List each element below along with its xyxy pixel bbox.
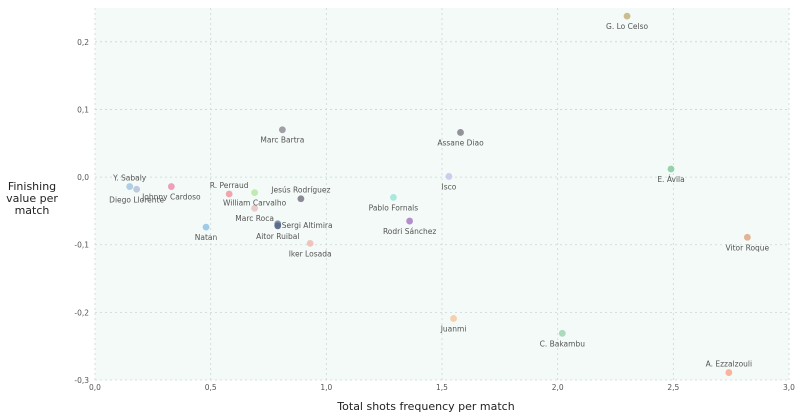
data-points — [126, 12, 751, 376]
y-axis-title: Finishing value per match — [6, 180, 58, 217]
data-point[interactable] — [251, 204, 259, 212]
data-point[interactable] — [306, 239, 314, 247]
data-point[interactable] — [743, 233, 751, 241]
data-point[interactable] — [558, 329, 566, 337]
data-point[interactable] — [167, 183, 175, 190]
axis-ticks: 0,0 0,5 1,0 1,5 2,0 2,5 3,0 0,2 0,1 0,0 -0,1 -0,2 -0… — [74, 38, 795, 392]
data-point[interactable] — [278, 126, 286, 134]
point-label: Isco — [442, 182, 457, 191]
point-label: Johnny Cardoso — [141, 193, 201, 202]
y-tick-label: 0,2 — [77, 38, 89, 47]
x-tick-label: 2,5 — [667, 383, 679, 392]
data-point[interactable] — [406, 217, 414, 225]
data-point[interactable] — [457, 129, 464, 136]
data-point[interactable] — [251, 189, 259, 197]
data-point[interactable] — [202, 223, 210, 231]
data-point[interactable] — [623, 12, 631, 20]
data-point[interactable] — [133, 185, 141, 193]
y-tick-label: -0,3 — [74, 376, 89, 385]
point-label: Marc Bartra — [260, 136, 304, 145]
x-tick-label: 2,0 — [552, 383, 564, 392]
x-tick-label: 1,0 — [320, 383, 332, 392]
x-tick-label: 1,5 — [436, 383, 448, 392]
point-label: William Carvalho — [223, 199, 287, 208]
data-point[interactable] — [445, 173, 453, 180]
data-point[interactable] — [126, 183, 134, 190]
point-label: Vitor Roque — [726, 243, 770, 252]
x-tick-label: 0,0 — [89, 383, 101, 392]
data-point[interactable] — [225, 190, 233, 198]
point-label: A. Ezzalzouli — [706, 360, 753, 369]
x-tick-label: 3,0 — [783, 383, 795, 392]
point-label: Sergi Altimira — [282, 221, 333, 230]
data-point[interactable] — [725, 369, 733, 376]
point-label: Aitor Ruibal — [256, 232, 299, 241]
point-label: G. Lo Celso — [606, 22, 648, 31]
point-label: R. Perraud — [210, 181, 249, 190]
x-axis-title: Total shots frequency per match — [337, 400, 515, 413]
point-label: Diego Llorente — [109, 195, 164, 204]
y-tick-label: 0,0 — [77, 173, 89, 182]
point-label: Iker Losada — [289, 249, 332, 258]
point-label: E. Ávila — [657, 175, 684, 184]
point-label: Pablo Fornals — [369, 203, 419, 212]
point-label: Assane Diao — [437, 138, 484, 147]
point-label: Natan — [195, 233, 218, 242]
point-label: Y. Sabaly — [112, 174, 147, 183]
data-point[interactable] — [274, 222, 282, 230]
grid — [94, 8, 790, 381]
data-point[interactable] — [450, 315, 457, 322]
y-tick-label: -0,2 — [74, 308, 89, 317]
data-point[interactable] — [390, 193, 397, 201]
y-tick-label: 0,1 — [77, 105, 89, 114]
x-tick-label: 0,5 — [205, 383, 217, 392]
point-label: Rodri Sánchez — [383, 227, 436, 236]
point-label: Marc Roca — [235, 214, 274, 223]
point-label: Jesús Rodríguez — [270, 186, 330, 195]
data-point[interactable] — [667, 165, 675, 173]
y-tick-label: -0,1 — [74, 241, 89, 250]
data-point[interactable] — [297, 195, 305, 203]
point-label: C. Bakambu — [540, 339, 586, 348]
point-labels: G. Lo Celso Marc Bartra Assane Diao E. Ávil… — [109, 22, 769, 368]
point-label: Juanmi — [440, 324, 467, 333]
